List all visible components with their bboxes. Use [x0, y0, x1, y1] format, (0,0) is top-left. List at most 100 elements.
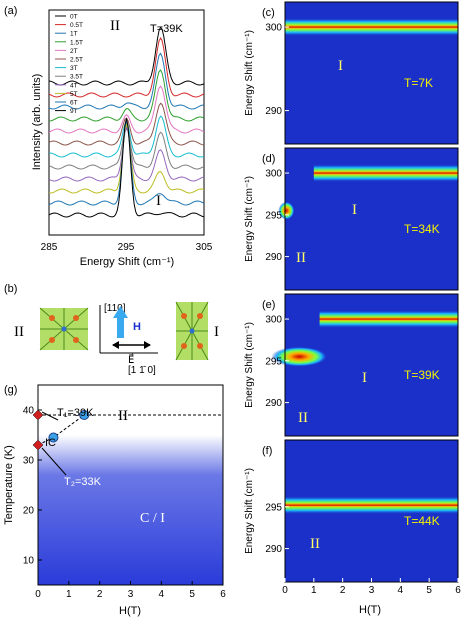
band-II: [278, 201, 295, 220]
spectrum-line: [49, 118, 204, 218]
x-tick-label: 2: [340, 585, 346, 596]
heatmap-panel-label: (c): [262, 7, 275, 19]
heatmap-ylabel: Energy Shift (cm⁻¹): [244, 30, 255, 116]
heatmap-phase-label: I: [362, 370, 367, 386]
t2-label: T₂=33K: [64, 476, 102, 488]
x-tick-label: 2: [97, 589, 103, 600]
legend-entry: 1.5T: [70, 39, 83, 46]
heatmap-phase-label: II: [296, 250, 306, 266]
spectrum-line: [49, 36, 204, 98]
x-tick-label: 0: [282, 585, 288, 596]
spectrum-line: [49, 122, 204, 194]
transition-point-blue: [48, 432, 59, 443]
x-tick-label: 3: [369, 585, 375, 596]
spectrum-line: [49, 120, 204, 206]
phase-II-label-b: II: [14, 324, 24, 340]
legend-entry: 5T: [70, 91, 78, 98]
ylabel-g: Temperature (K): [3, 445, 15, 524]
heatmap-panels: (c) T=7K I 300 290 Energy Shift (cm⁻¹) (d) T=34…: [244, 1, 461, 596]
xlabel-g: H(T): [119, 605, 141, 617]
phase-diagram-fill: [38, 385, 223, 585]
heatmap-temperature-label: T=7K: [404, 76, 433, 90]
transition-point-red: [32, 409, 44, 421]
x-tick-label: 4: [159, 589, 165, 600]
transition-point-red: [32, 439, 44, 451]
heatmap-frame: [284, 293, 459, 437]
y-tick-label: 10: [23, 556, 35, 567]
y-tick-label: 295: [265, 210, 282, 221]
heatmap-phase-label: I: [352, 202, 357, 218]
legend-entry: 0T: [70, 14, 78, 21]
x-tick-label: 1: [66, 589, 72, 600]
direction-110-label: [110]: [104, 303, 126, 314]
spectrum-line: [49, 126, 204, 182]
x-tick-label: 5: [426, 585, 432, 596]
band-II: [285, 496, 458, 515]
field-H-label: H: [133, 321, 141, 333]
legend-entry: 0.5T: [70, 22, 83, 29]
temperature-label-a: T=39K: [150, 23, 183, 35]
crystal-I-icon: [175, 301, 209, 361]
heatmap-panel-label: (d): [262, 153, 275, 165]
heatmap-phase-label: II: [310, 536, 320, 552]
panel-a-frame: [48, 9, 205, 236]
tick-305: 305: [196, 242, 213, 253]
t1-pointer: [41, 411, 59, 421]
t1-label: T₁=39K: [57, 407, 94, 419]
y-tick-label: 295: [265, 502, 282, 513]
e-field-arrow-icon: [112, 341, 151, 349]
y-tick-label: 30: [23, 456, 35, 467]
legend-entry: 3T: [70, 65, 78, 72]
phase-II-label-a: II: [110, 18, 120, 34]
heatmap-phase-label: II: [298, 410, 308, 426]
band-I: [319, 310, 458, 329]
x-tick-label: 6: [455, 585, 461, 596]
y-tick-label: 290: [265, 544, 282, 555]
spectrum-line: [49, 69, 204, 122]
heatmap-ylabel: Energy Shift (cm⁻¹): [244, 322, 255, 408]
spectrum-line: [49, 26, 204, 86]
heatmap-panel-label: (e): [262, 299, 275, 311]
heatmap-frame: [284, 147, 459, 291]
y-tick-label: 295: [265, 356, 282, 367]
spectrum-line: [49, 102, 204, 146]
heatmap-frame: [284, 1, 459, 145]
ylabel-a: Intensity (arb. units): [31, 74, 43, 171]
x-tick-label: 1: [311, 585, 317, 596]
legend-entry: 2.5T: [70, 57, 83, 64]
heatmap-ylabel: Energy Shift (cm⁻¹): [244, 176, 255, 262]
y-tick-label: 290: [265, 398, 282, 409]
ci-label: C / I: [140, 511, 165, 526]
panel-g-label: (g): [4, 384, 17, 396]
heatmap-panel-label: (f): [262, 445, 272, 457]
t2-pointer: [41, 447, 67, 476]
panel-a-label: (a): [4, 5, 17, 17]
spectrum-line: [49, 85, 204, 134]
ic-label: IC: [45, 437, 56, 449]
phase-diagram-marks: [32, 409, 223, 476]
panel-g: (g) II T₁=39K IC T₂=33K C / I 0 1 2 3 4 5 6 10 2…: [3, 384, 226, 617]
field-arrow-icon: [113, 306, 128, 338]
x-tick-label: 3: [128, 589, 134, 600]
phase-I-label-b: I: [214, 324, 219, 340]
e-field-label: E⃗: [128, 353, 134, 366]
phase-II-label-g: II: [118, 408, 128, 424]
panel-g-ticks: 0 1 2 3 4 5 6 10 20 30 40: [23, 406, 226, 601]
crystal-II-icon: [39, 307, 89, 351]
spectra-lines: [49, 26, 204, 218]
spectrum-line: [49, 125, 204, 170]
heatmap-phase-label: I: [338, 58, 343, 74]
legend-entry: 9T: [70, 108, 78, 115]
heatmap-temperature-label: T=44K: [404, 514, 440, 528]
legend-entry: 3.5T: [70, 74, 83, 81]
spectrum-line: [49, 52, 204, 110]
x-tick-label: 5: [189, 589, 195, 600]
heatmap-ylabel: Energy Shift (cm⁻¹): [244, 468, 255, 554]
panel-b: (b) II [110] H E⃗ [1 1̄ 0]: [4, 283, 219, 376]
legend-entry: 2T: [70, 48, 78, 55]
xlabel-maps: H(T): [359, 604, 381, 616]
